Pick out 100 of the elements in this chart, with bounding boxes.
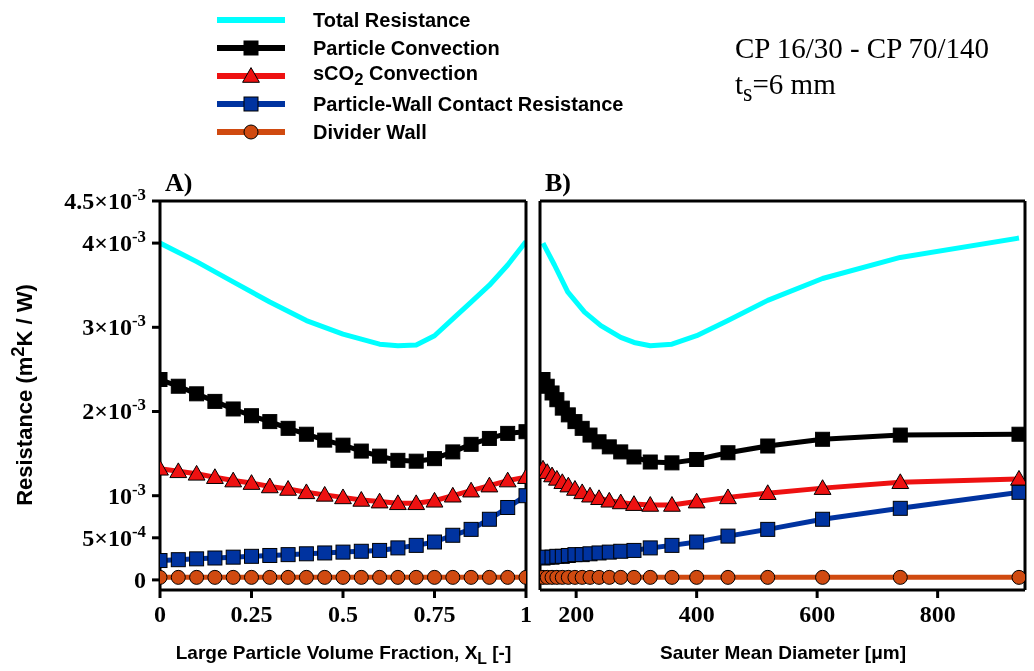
y-tick-label: 5×10$^{-4}$ xyxy=(82,521,147,551)
point xyxy=(353,569,369,585)
point xyxy=(372,448,388,464)
point xyxy=(407,494,426,511)
y-tick-label: 4.5×10$^{-3}$ xyxy=(64,184,146,214)
point xyxy=(427,451,442,467)
point xyxy=(815,569,831,585)
point xyxy=(187,464,206,481)
point xyxy=(758,484,777,500)
point xyxy=(353,543,369,559)
text: CP 16/30 - CP 70/140 xyxy=(735,32,990,64)
point xyxy=(1011,484,1025,500)
point xyxy=(370,492,389,509)
point xyxy=(260,477,279,494)
point xyxy=(892,500,908,516)
point xyxy=(372,569,388,585)
x-tick-label: 800 xyxy=(919,601,956,627)
point xyxy=(664,569,680,585)
point xyxy=(189,551,205,567)
x-tick-label: 0.75 xyxy=(413,601,456,627)
point xyxy=(262,547,278,563)
point xyxy=(244,408,259,424)
point xyxy=(189,386,205,402)
point xyxy=(500,499,516,515)
point xyxy=(642,454,658,470)
point xyxy=(480,476,499,493)
point xyxy=(280,569,296,585)
point xyxy=(169,462,188,479)
point xyxy=(427,534,442,550)
point xyxy=(689,569,705,585)
point xyxy=(720,569,736,585)
point xyxy=(642,569,658,585)
x-tick-label: 0.25 xyxy=(230,601,273,627)
point xyxy=(390,540,406,556)
point xyxy=(689,534,705,550)
point xyxy=(463,436,479,452)
point xyxy=(189,569,205,585)
x-tick-label: 600 xyxy=(799,601,836,627)
point xyxy=(687,492,706,509)
point xyxy=(626,569,642,585)
point xyxy=(613,444,629,460)
point xyxy=(244,569,259,585)
y-tick-label: 2×10$^{-3}$ xyxy=(82,395,146,425)
point xyxy=(207,550,223,566)
point xyxy=(626,449,642,465)
point xyxy=(611,493,630,510)
point xyxy=(1011,569,1025,585)
point xyxy=(280,547,296,563)
point xyxy=(815,511,831,527)
legend-label: Particle Convection xyxy=(313,36,500,60)
point xyxy=(891,473,910,490)
point xyxy=(625,495,643,511)
point xyxy=(262,569,278,585)
point xyxy=(1011,426,1025,442)
point xyxy=(760,438,776,454)
text: t$_{s}$=6 mm xyxy=(735,68,836,106)
point xyxy=(498,471,517,488)
point xyxy=(641,496,660,512)
legend-label: sCO$_{2}$ Convection xyxy=(313,62,478,90)
legend-label: Particle-Wall Contact Resistance xyxy=(313,92,624,116)
point xyxy=(481,511,497,527)
point xyxy=(500,425,516,441)
x-tick-label: 200 xyxy=(558,601,595,627)
point xyxy=(462,481,480,498)
point xyxy=(225,401,241,417)
x-tick-label: 0 xyxy=(154,601,166,627)
point xyxy=(334,488,352,505)
point xyxy=(372,542,388,558)
point xyxy=(317,569,333,585)
point xyxy=(664,537,680,553)
point xyxy=(813,479,832,495)
x-tick-label: 1 xyxy=(520,601,532,627)
point xyxy=(206,468,224,484)
point xyxy=(225,549,241,565)
point xyxy=(719,488,737,505)
point xyxy=(463,521,479,537)
point xyxy=(642,540,658,556)
point xyxy=(335,569,351,585)
point xyxy=(689,451,705,467)
point xyxy=(352,491,371,507)
point xyxy=(445,569,461,585)
point xyxy=(427,569,442,585)
point xyxy=(353,443,369,459)
y-tick-label: 4×10$^{-3}$ xyxy=(82,226,146,257)
point xyxy=(663,496,681,512)
point xyxy=(445,444,461,460)
point xyxy=(280,420,296,436)
legend-label: Total Resistance xyxy=(313,8,471,32)
point xyxy=(613,569,629,585)
point xyxy=(170,378,186,394)
point xyxy=(317,545,333,561)
y-tick-label: 3×10$^{-3}$ xyxy=(82,310,146,341)
y-tick-label: 10$^{-3}$ xyxy=(108,479,146,509)
x-axis-title: Sauter Mean Diameter [μm] xyxy=(659,642,907,663)
point xyxy=(207,569,223,585)
point xyxy=(262,414,278,430)
point xyxy=(720,445,736,461)
point xyxy=(390,452,406,468)
point xyxy=(720,528,736,544)
legend-label: Divider Wall xyxy=(313,120,427,144)
